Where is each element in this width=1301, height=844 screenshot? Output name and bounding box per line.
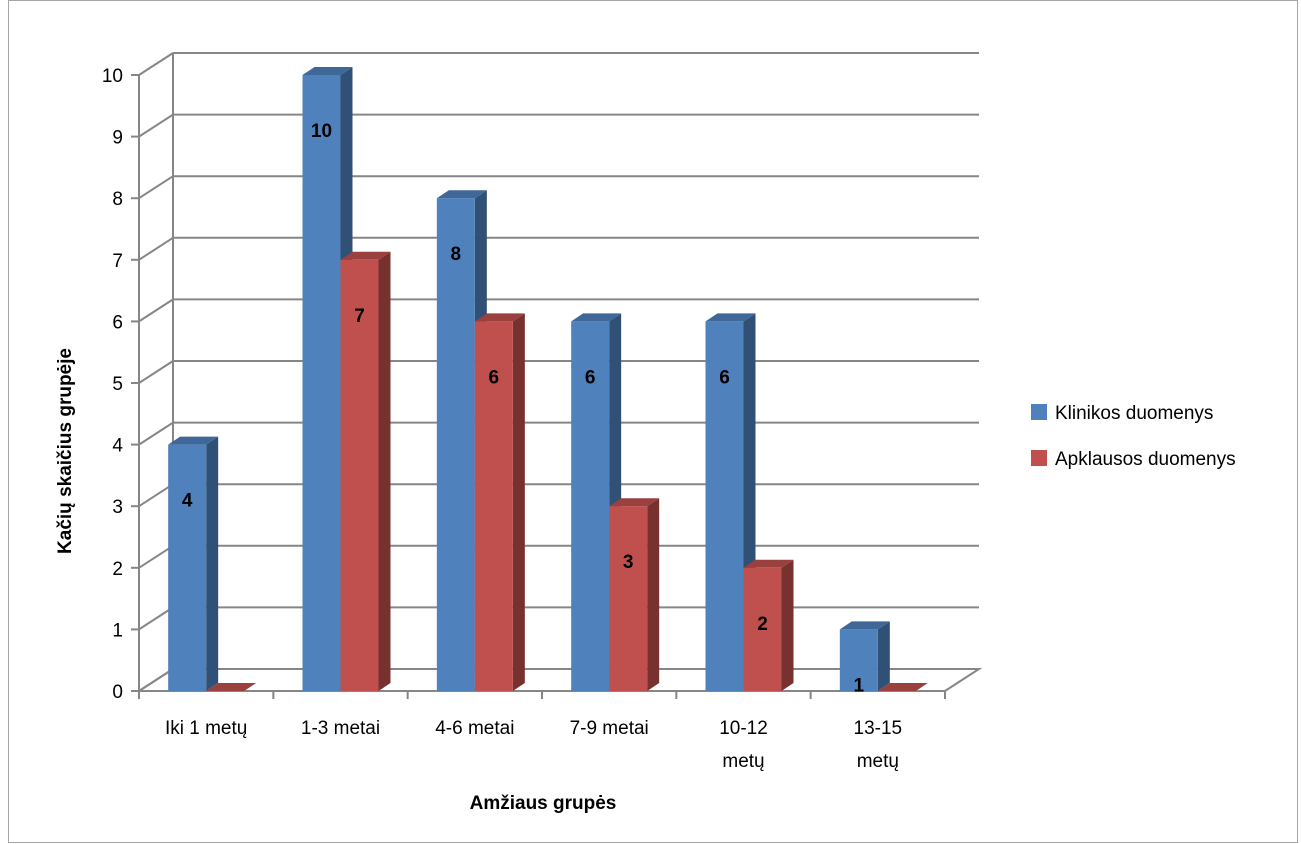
bar-top [206, 683, 257, 691]
x-tick-label-line: 1-3 metai [301, 718, 380, 739]
labels-layer: 4 10 8 6 6 1 7 6 3 2 [182, 121, 865, 696]
bar-top [340, 251, 391, 260]
gridline-connector [138, 52, 174, 76]
data-label: 6 [719, 367, 730, 388]
y-tick-label: 1 [112, 620, 123, 641]
legend-label: Apklausos duomenys [1055, 449, 1236, 470]
bar-top [743, 559, 794, 568]
bar [877, 683, 928, 691]
y-tick-label: 9 [112, 128, 123, 149]
y-tick-label: 5 [112, 374, 123, 395]
bar-front [340, 259, 379, 691]
y-tick-label: 3 [112, 497, 123, 518]
x-tick-label-line: 7-9 metai [570, 718, 649, 739]
bar-top [571, 313, 622, 322]
bar [206, 683, 257, 691]
legend-item: Klinikos duomenys [1031, 403, 1213, 424]
data-label: 6 [489, 367, 500, 388]
data-label: 6 [585, 367, 596, 388]
bar-side [512, 313, 525, 691]
y-tick-label: 7 [112, 251, 123, 272]
bar-front [743, 567, 782, 691]
bar-top [609, 498, 660, 507]
bar-side [877, 621, 890, 691]
bar-front [609, 506, 648, 691]
bar [474, 313, 525, 691]
bar-front [839, 629, 878, 691]
data-label: 3 [623, 552, 634, 573]
gridline-connector [138, 298, 174, 323]
x-tick-label: 1-3 metai [301, 718, 380, 739]
gridline-connector [138, 606, 174, 631]
grid-layer [138, 52, 979, 692]
data-label: 10 [311, 121, 332, 142]
x-axis-title: Amžiaus grupės [470, 793, 617, 814]
legend-swatch [1031, 450, 1047, 466]
gridline-connector [138, 236, 174, 261]
y-tick-label: 10 [102, 66, 123, 87]
bar [340, 251, 391, 692]
bar-side [206, 436, 219, 691]
bars-layer [168, 67, 928, 692]
x-tick-label-line: metų [857, 751, 899, 772]
y-tick-label: 2 [112, 559, 123, 580]
bar-side [378, 251, 391, 692]
bar [743, 559, 794, 691]
bar-front [571, 321, 610, 691]
bar-front [168, 444, 207, 691]
bar-top [474, 313, 525, 322]
y-tick-label: 0 [112, 682, 123, 703]
bar-top [705, 313, 756, 322]
bar-front [302, 75, 341, 691]
x-tick-label: Iki 1 metų [165, 718, 247, 739]
axis-layer: 0 1 2 3 4 5 6 7 8 9 10 Iki 1 metų 1-3 metai 4-6 metai… [102, 66, 983, 772]
data-label: 7 [354, 306, 365, 327]
bar-top [839, 621, 890, 630]
legend-label: Klinikos duomenys [1055, 403, 1213, 424]
bar-front [705, 321, 744, 691]
bar-top [168, 436, 219, 445]
gridline-connector [138, 421, 174, 446]
legend: Klinikos duomenys Apklausos duomenys [1031, 403, 1236, 470]
gridline-connector [138, 113, 174, 138]
bar [609, 498, 660, 691]
x-tick-label-line: Iki 1 metų [165, 718, 247, 739]
bar-chart: 0 1 2 3 4 5 6 7 8 9 10 Iki 1 metų 1-3 metai 4-6 metai… [55, 52, 1236, 814]
x-tick-label-line: 13-15 [854, 718, 903, 739]
gridline-connector [138, 360, 174, 384]
bar-side [647, 498, 660, 691]
bar-top [436, 190, 487, 199]
bar [168, 436, 219, 691]
bar-front [436, 198, 475, 691]
bar-top [877, 683, 928, 691]
x-tick-label: 4-6 metai [435, 718, 514, 739]
y-tick-label: 8 [112, 189, 123, 210]
x-tick-label: 7-9 metai [570, 718, 649, 739]
y-tick-label: 4 [112, 436, 123, 457]
legend-swatch [1031, 404, 1047, 420]
data-label: 1 [854, 675, 865, 696]
gridline-connector [138, 175, 174, 200]
gridline-connector [138, 544, 174, 569]
bar-top [302, 67, 353, 75]
x-tick-label: 13-15 metų [854, 718, 903, 772]
bar [839, 621, 890, 691]
x-tick-label: 10-12 metų [719, 718, 768, 772]
y-tick-label: 6 [112, 312, 123, 333]
chart-frame: 0 1 2 3 4 5 6 7 8 9 10 Iki 1 metų 1-3 metai 4-6 metai… [8, 0, 1298, 843]
data-label: 4 [182, 491, 193, 512]
y-axis-title: Kačių skaičius grupėje [55, 348, 76, 554]
data-label: 2 [757, 614, 768, 635]
bar [302, 67, 353, 691]
gridline-connector [138, 483, 174, 508]
bar-front [474, 321, 513, 691]
bar-side [781, 559, 794, 691]
x-tick-label-line: 4-6 metai [435, 718, 514, 739]
x-tick-label-line: 10-12 [719, 718, 768, 739]
data-label: 8 [451, 244, 462, 265]
legend-item: Apklausos duomenys [1031, 449, 1236, 470]
x-tick-label-line: metų [722, 751, 764, 772]
